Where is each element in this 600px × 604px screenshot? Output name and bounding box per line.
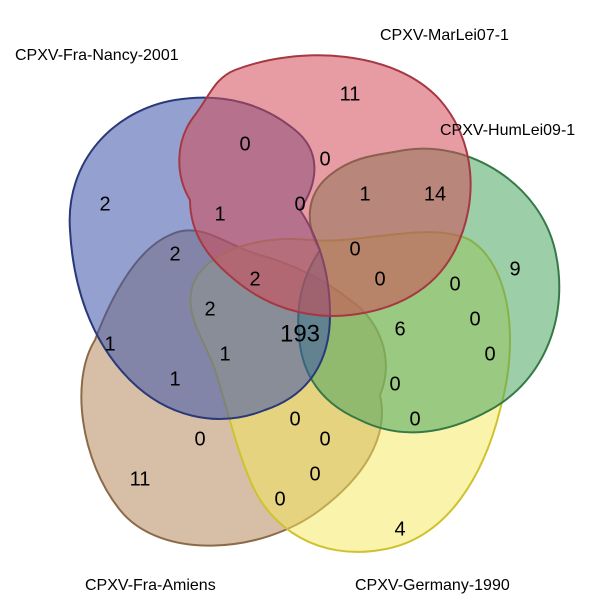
- label-nancy: CPXV-Fra-Nancy-2001: [15, 47, 179, 64]
- count-center: 193: [280, 320, 320, 347]
- count-amiens_only: 11: [130, 468, 151, 490]
- count-marlei_humlei: 14: [424, 183, 446, 205]
- label-amiens: CPXV-Fra-Amiens: [85, 577, 216, 594]
- count-nancy_germany: 2: [204, 298, 215, 320]
- count-humlei_germany_amiens: 0: [409, 408, 420, 430]
- count-germany_only: 4: [394, 518, 405, 540]
- count-marlei_germany: 0: [319, 148, 330, 170]
- count-amiens_nancy_humlei: 1: [169, 368, 180, 390]
- count-nancy_marlei_germany: 0: [294, 193, 305, 215]
- count-no_humlei: 1: [219, 343, 230, 365]
- count-marlei_amiens: 1: [214, 203, 225, 225]
- count-marlei_humlei_amiens: 0: [349, 238, 360, 260]
- label-marlei: CPXV-MarLei07-1: [380, 27, 509, 44]
- count-nancy_only: 2: [99, 193, 110, 215]
- count-amiens_nancy_marlei: 2: [169, 243, 180, 265]
- label-humlei: CPXV-HumLei09-1: [440, 122, 575, 139]
- count-humlei_amiens: 0: [469, 308, 480, 330]
- label-germany: CPXV-Germany-1990: [355, 577, 510, 594]
- count-marlei_only: 11: [340, 83, 361, 105]
- count-germany_amiens: 0: [274, 488, 285, 510]
- count-humlei_germany: 0: [484, 343, 495, 365]
- count-no_germany: 2: [249, 268, 260, 290]
- count-amiens_nancy: 1: [104, 333, 115, 355]
- count-nancy_humlei: 0: [309, 463, 320, 485]
- venn-diagram: CPXV-Fra-Nancy-2001 CPXV-MarLei07-1 CPXV…: [0, 0, 600, 604]
- count-nancy_marlei: 0: [239, 133, 250, 155]
- count-humlei_only: 9: [509, 258, 520, 280]
- count-humlei_germany_nancy: 6: [394, 318, 405, 340]
- count-germany_amiens_nancy: 0: [194, 428, 205, 450]
- count-nancy_marlei_humlei: 1: [359, 183, 370, 205]
- count-no_marlei: 0: [289, 408, 300, 430]
- count-marlei_humlei_germany: 0: [449, 273, 460, 295]
- count-no_nancy: 0: [389, 373, 400, 395]
- count-germany_amiens_marlei: 0: [319, 428, 330, 450]
- count-no_amiens: 0: [374, 268, 385, 290]
